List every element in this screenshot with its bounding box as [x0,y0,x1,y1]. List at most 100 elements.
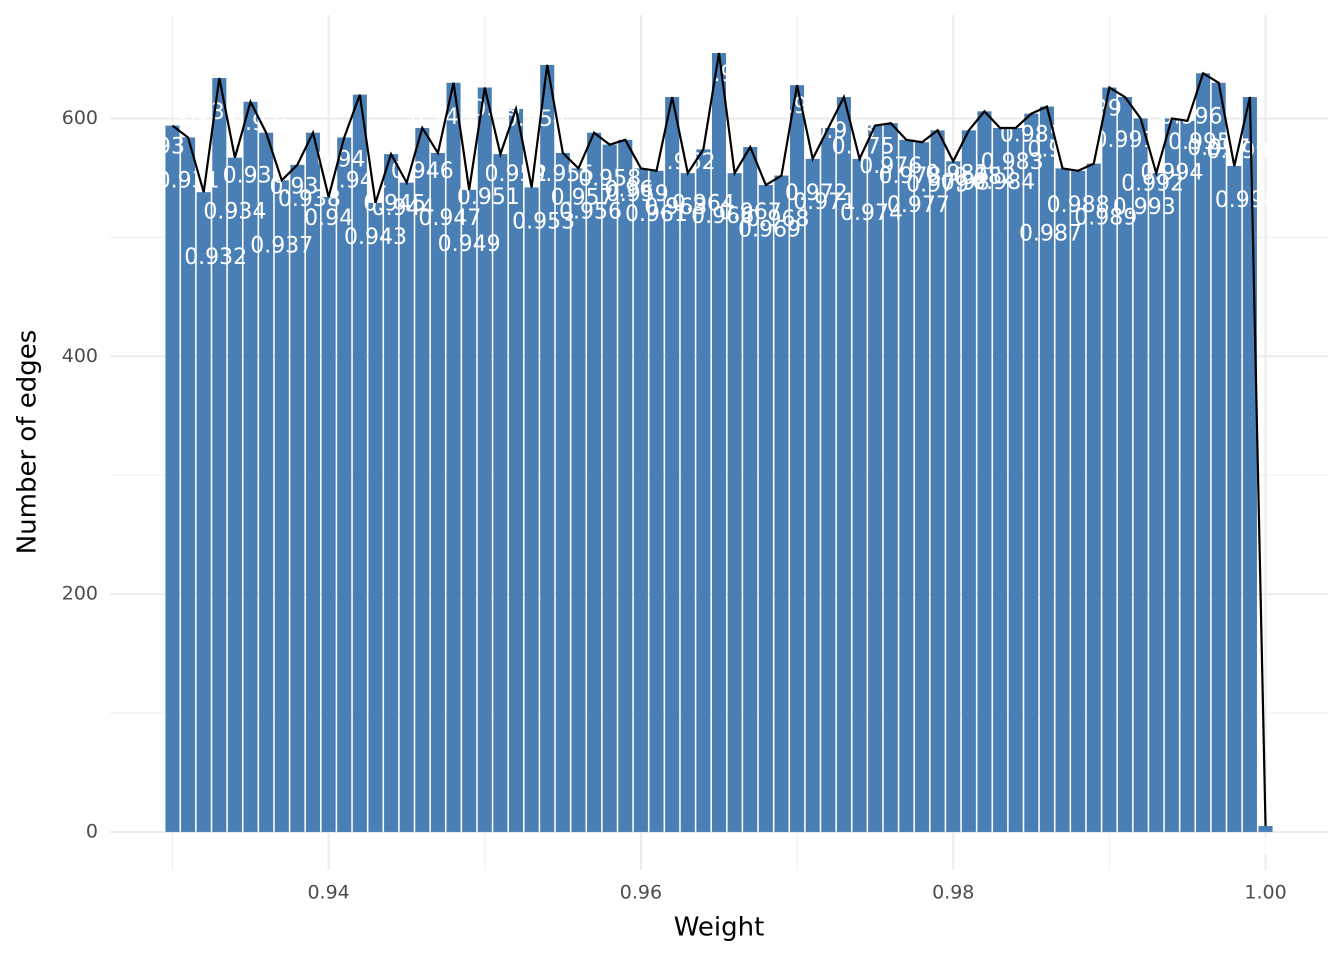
data-label: 0.984 [972,170,1035,195]
bar [446,82,461,832]
bar [1071,170,1086,832]
data-label: 0.945 [363,192,426,217]
bar [774,175,789,832]
data-label: 0.931 [157,168,220,193]
bar [977,111,992,832]
data-label: 0.952 [485,162,548,187]
data-label: 0.993 [1113,195,1176,220]
bar [1133,118,1148,832]
bar [571,168,586,832]
bar [649,170,664,832]
bar [1055,168,1070,832]
bar [352,94,367,832]
bar [914,142,930,832]
bar [524,187,539,832]
bar [305,132,321,832]
x-axis-title: Weight [674,913,765,943]
bar [227,157,242,832]
bar [1164,118,1179,832]
bar [555,152,570,832]
bar [212,78,227,832]
bar [493,154,508,832]
bar [368,202,383,832]
bar [1258,826,1273,832]
data-label: 0.949 [438,232,501,257]
bar [1196,73,1211,832]
data-label: 0.934 [203,200,266,225]
bar [1180,120,1195,832]
bar [790,85,805,832]
data-label: 0.998 [1215,188,1278,213]
bar [946,161,961,832]
data-label: 0.983 [981,150,1044,175]
bar [587,132,602,832]
bar [883,123,898,832]
data-label: 0.948 [410,105,473,130]
data-label: 0.93 [136,135,185,160]
data-label: 0.97 [773,94,822,119]
y-tick-label: 0 [86,820,98,842]
bar [852,158,867,832]
data-label: 0.957 [551,186,614,211]
bar [680,173,695,832]
bar [1227,166,1242,832]
data-label: 0.956 [559,199,622,224]
bar [430,152,445,832]
line [171,52,1267,827]
bar [540,64,555,832]
bar [899,139,914,832]
bar [1149,173,1164,832]
data-label: 0.975 [832,135,895,160]
x-tick-label: 1.00 [1244,882,1286,904]
data-label: 0.989 [1074,206,1137,231]
data-label: 0.933 [176,100,239,125]
bar [618,139,633,832]
bar [259,132,274,832]
data-label: 0.979 [906,172,969,197]
data-label: 0.971 [793,190,856,215]
data-label: 0.94 [304,206,353,231]
data-label: 0.959 [606,182,669,207]
bar [462,189,477,832]
bar [399,182,414,832]
data-label: 0.947 [418,206,481,231]
data-label: 0.943 [344,225,407,250]
bar [727,173,742,832]
data-label: 0.939 [270,175,333,200]
bar [805,158,820,832]
bar [711,53,727,832]
data-label: 0.955 [531,162,594,187]
bar [1086,163,1101,832]
bar [743,146,758,832]
bar [665,97,680,832]
data-label: 0.968 [746,207,809,232]
bar [836,97,851,832]
bar [1211,82,1226,832]
data-label: 0.944 [372,196,435,221]
data-label: 0.977 [887,193,950,218]
bar [243,101,258,832]
data-label: 0.982 [953,164,1016,189]
bar [930,130,945,832]
data-label: 0.932 [184,245,247,270]
y-axis-title: Number of edges [13,330,43,555]
data-label: 1 [1259,835,1273,860]
data-label: 0.978 [879,164,942,189]
x-tick-label: 0.98 [932,882,974,904]
data-label: 0.994 [1140,160,1203,185]
data-label: 0.951 [457,185,520,210]
bar [993,127,1008,832]
data-label: 0.963 [644,195,707,220]
data-label: 0.988 [1047,193,1110,218]
bar [508,108,524,832]
y-tick-label: 200 [62,583,98,605]
bar [321,196,336,832]
data-label: 0.96 [604,177,653,202]
data-label: 0.937 [250,233,313,258]
bar [290,164,305,832]
data-label: 0.995 [1168,130,1231,155]
data-label: 0.976 [859,154,922,179]
bar [868,125,883,832]
bar [337,137,352,832]
